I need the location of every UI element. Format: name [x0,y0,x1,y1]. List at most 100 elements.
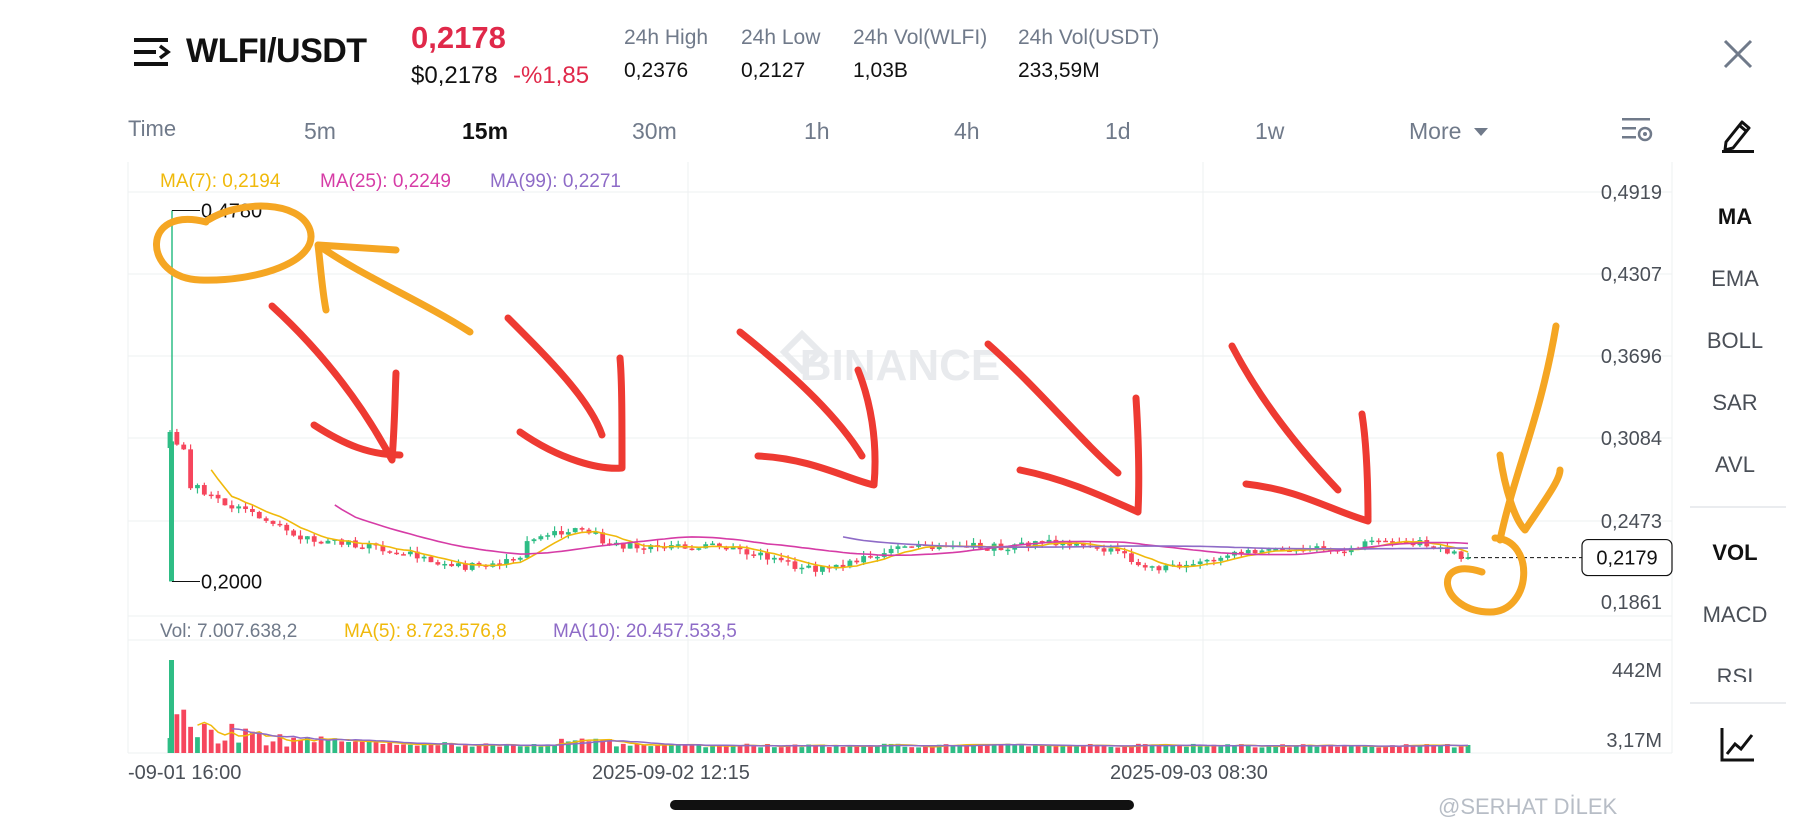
volume-bar [339,741,345,753]
candle-body [1266,549,1272,551]
volume-bar [854,746,860,753]
tab-15m[interactable]: 15m [462,118,509,144]
candle-body [222,498,228,506]
stat-label-vol-base: 24h Vol(WLFI) [853,26,988,49]
indicator-rsi[interactable]: RSI [1716,664,1754,682]
volume-bar [236,742,242,753]
price-tick-label: 0,1861 [1601,592,1662,614]
candle-body [1101,548,1107,552]
indicator-avl[interactable]: AVL [1715,452,1755,477]
volume-bar [284,746,290,753]
candle-body [696,548,702,550]
volume-bar [1245,745,1251,753]
candle-body [854,560,860,563]
menu-icon[interactable] [132,34,172,70]
tab-1d[interactable]: 1d [1105,118,1131,144]
volume-bar [1273,746,1279,753]
tab-5m[interactable]: 5m [304,118,336,144]
candle-body [517,557,523,560]
chart-grid [127,162,1673,754]
tab-1h[interactable]: 1h [804,118,830,144]
candle-body [1204,559,1210,562]
volume-bar [737,746,743,753]
time-tick-label: 2025-09-02 12:15 [592,762,750,784]
volume-tick-label: 442M [1612,660,1662,682]
volume-bar [1300,744,1306,753]
volume-bar [201,723,207,753]
volume-bar [449,743,454,753]
volume-bar [1369,746,1375,753]
volume-bar [991,744,997,753]
volume-bar [531,744,537,753]
volume-bar [662,744,667,753]
volume-bar [1108,746,1114,753]
volume-bar [407,744,413,753]
candle-body [304,536,310,540]
current-price-tag [1581,538,1673,577]
candle-body [751,554,757,556]
tab-30m[interactable]: 30m [632,118,677,144]
ma-legend-item: MA(25): 0,2249 [320,171,451,192]
annotation-highlight [153,202,315,284]
annotation-down-arrow [268,302,404,464]
volume-bar [1376,747,1382,753]
indicator-vol[interactable]: VOL [1712,540,1758,565]
candle-body [552,531,557,536]
volume-bar [1238,744,1244,753]
volume-bar [806,744,812,753]
candle-body [181,444,187,450]
pair-title[interactable]: WLFI/USDT [186,32,367,70]
volume-legend-item: MA(5): 8.723.576,8 [344,621,507,642]
candle-body [785,560,791,562]
price-tick-label: 0,2473 [1601,511,1662,533]
volume-bar [778,747,784,753]
draw-pen-icon[interactable] [1718,114,1758,154]
candle-body [545,535,551,537]
candle-body [675,544,681,546]
annotation-highlight [314,241,474,336]
volume-bar [552,744,557,753]
indicator-ema[interactable]: EMA [1711,266,1759,291]
tab-1w[interactable]: 1w [1255,118,1285,144]
volume-bar [497,746,503,753]
volume-bar [1417,745,1423,753]
candle-body [1376,540,1382,543]
candle-body [1156,566,1162,571]
candle-body [462,563,468,570]
volume-bar [689,744,695,753]
candle-body [758,552,764,556]
volume-bar [476,744,482,753]
indicator-ma[interactable]: MA [1717,204,1753,229]
candle-body [298,535,303,540]
volume-bar [1355,746,1361,753]
volume-bar [1149,744,1155,753]
last-price: 0,2178 [411,20,506,55]
volume-bar [586,741,592,753]
candle-body [627,543,633,549]
chevron-down-icon[interactable] [1474,128,1488,136]
candle-body [1280,548,1285,551]
volume-bar [256,732,262,753]
volume-bar [964,744,970,753]
volume-bar [291,737,297,753]
candles [167,210,1471,582]
volume-bar [1129,746,1134,753]
binance-watermark: BINANCE [800,341,1000,390]
indicator-macd[interactable]: MACD [1702,602,1768,627]
volume-bar [751,746,757,753]
volume-bar [984,745,990,753]
volume-bar [1287,747,1292,753]
tab-more[interactable]: More [1409,118,1462,144]
indicator-sar[interactable]: SAR [1712,390,1758,415]
indicator-boll[interactable]: BOLL [1706,328,1764,353]
candle-body [428,556,434,563]
candle-body [1019,542,1024,545]
candle-body [1314,546,1320,550]
tab-4h[interactable]: 4h [954,118,980,144]
close-icon[interactable] [1720,36,1756,72]
chart-settings-icon[interactable] [1620,114,1654,146]
chart-type-icon[interactable] [1718,724,1758,764]
candle-body [174,431,180,445]
